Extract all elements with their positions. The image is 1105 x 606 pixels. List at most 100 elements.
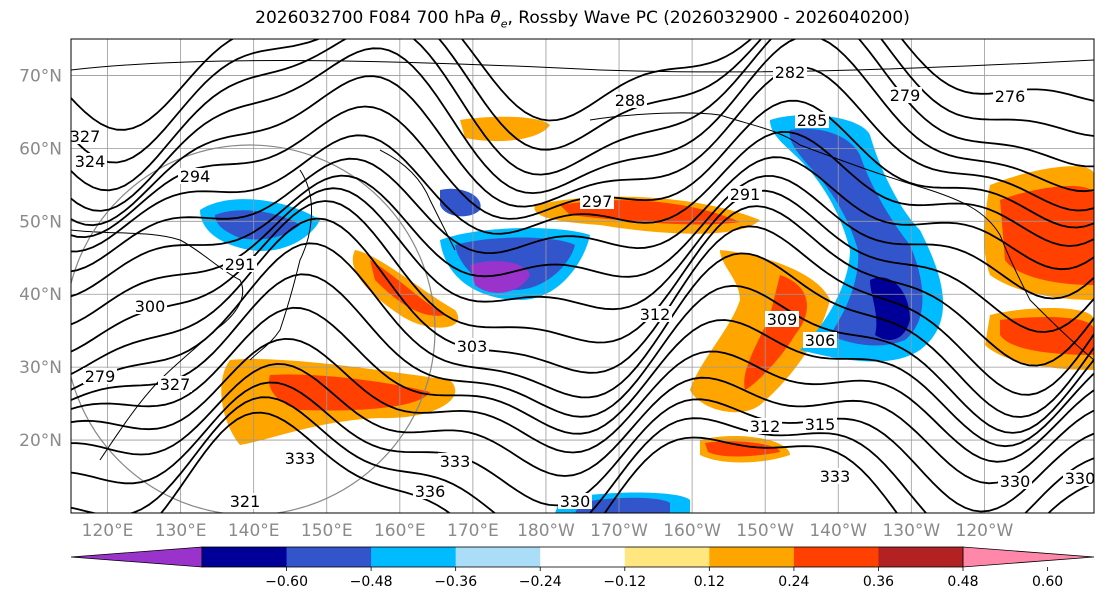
colorbar-tick-label: 0.24 — [778, 574, 809, 590]
contour-label: 333 — [820, 467, 851, 486]
contour-label: 321 — [230, 492, 261, 511]
contour-label: 306 — [805, 331, 836, 350]
coastline — [589, 112, 1001, 236]
contour-label-bg — [283, 450, 317, 466]
colorbar-swatch — [540, 547, 626, 567]
contour-label-bg — [133, 298, 167, 314]
lat-tick-label: 50°N — [19, 212, 62, 232]
contour-label-bg — [73, 153, 107, 169]
contour-line — [71, 39, 1094, 192]
contour-label-bg — [455, 338, 489, 354]
colorbar-swatch — [371, 547, 457, 567]
contour-label-bg — [818, 468, 852, 484]
contour-label-bg — [158, 376, 192, 392]
colorbar-extend-max — [962, 546, 1095, 568]
contour-label: 291 — [225, 255, 256, 274]
contour-labels: 282 279 288 285 294 291 297 291 300 303 309 306 312 3… — [70, 63, 1094, 511]
lon-tick-label: 160°W — [663, 521, 721, 541]
cold-anomaly — [870, 277, 910, 340]
chart-title: 2026032700 F084 700 hPa θe, Rossby Wave … — [0, 8, 1105, 30]
contour-line — [71, 130, 1094, 253]
contour-label: 288 — [615, 91, 646, 110]
colorbar-swatch — [624, 547, 710, 567]
contour-label: 297 — [582, 192, 613, 211]
contour-label-bg — [773, 64, 807, 80]
warm-anomaly — [1000, 185, 1094, 285]
lon-tick-label: 160°E — [374, 521, 426, 541]
contour-label: 294 — [180, 167, 211, 186]
contour-line — [160, 411, 1094, 513]
colorbar-tick-label: −0.60 — [265, 574, 308, 590]
cold-anomaly — [470, 261, 530, 293]
contour-label: 330 — [560, 492, 591, 511]
colorbar-frame — [201, 546, 964, 568]
map-area: 282 279 288 285 294 291 297 291 300 303 309 306 312 3… — [70, 39, 1094, 513]
contour-label-bg — [728, 186, 762, 202]
lat-tick-label: 70°N — [19, 66, 62, 86]
contour-label-bg — [580, 193, 614, 209]
colorbar-swatch — [202, 547, 288, 567]
warm-anomaly — [705, 441, 780, 457]
contour-label-bg — [765, 311, 799, 327]
contour-lines — [71, 39, 1094, 513]
colorbar-tick-label: 0.60 — [1032, 574, 1063, 590]
contour-line — [71, 337, 1094, 463]
lat-tick-label: 40°N — [19, 285, 62, 305]
contour-label: 315 — [805, 415, 836, 434]
contour-line — [71, 306, 1094, 448]
contour-label: 300 — [135, 297, 166, 316]
contour-line — [71, 156, 1094, 273]
contour-line — [71, 66, 1094, 227]
contour-label-bg — [558, 493, 592, 509]
lon-tick-label: 170°W — [590, 521, 648, 541]
lon-tick-label: 150°W — [736, 521, 794, 541]
contour-line — [71, 200, 1094, 367]
contour-label-bg — [178, 168, 212, 184]
contour-label: 336 — [415, 482, 446, 501]
warm-anomaly — [370, 260, 445, 316]
contour-label: 333 — [285, 449, 316, 468]
contour-label-bg — [998, 473, 1032, 489]
contour-label: 330 — [1000, 472, 1031, 491]
title-var-sub: e — [500, 17, 508, 31]
contour-label-bg — [83, 368, 117, 384]
contour-label-bg — [803, 416, 837, 432]
title-var: θ — [490, 8, 501, 28]
warm-anomaly — [269, 374, 430, 411]
contour-label-bg — [613, 92, 647, 108]
contour-line — [71, 39, 1094, 164]
contour-label-bg — [228, 493, 262, 509]
lon-tick-label: 120°E — [82, 521, 134, 541]
colorbar-tick-label: −0.24 — [519, 574, 562, 590]
lon-tick-label: 130°W — [882, 521, 940, 541]
colorbar-swatch — [286, 547, 372, 567]
lon-tick-label: 150°E — [301, 521, 353, 541]
contour-label-bg — [993, 88, 1027, 104]
contour-line — [71, 39, 1094, 131]
contour-line — [71, 39, 1094, 212]
colorbar-tick-label: 0.12 — [694, 574, 725, 590]
lon-tick-label: 120°W — [956, 521, 1014, 541]
contour-line — [71, 362, 1094, 485]
colorbar-swatch — [709, 547, 795, 567]
contour-label: 309 — [767, 310, 798, 329]
contour-label: 276 — [995, 87, 1026, 106]
lat-tick-label: 30°N — [19, 358, 62, 378]
colorbar-tick-label: 0.36 — [863, 574, 894, 590]
contour-label: 312 — [750, 417, 781, 436]
contour-label: 327 — [70, 127, 101, 146]
colorbar-tick-label: −0.48 — [350, 574, 393, 590]
colorbar-swatch — [455, 547, 541, 567]
colorbar-ticks: −0.60 −0.48 −0.36 −0.24 −0.12 0.12 0.24 0.36 0.4… — [265, 567, 1063, 590]
colorbar-swatch — [793, 547, 879, 567]
contour-line — [71, 396, 1094, 513]
contour-label-bg — [795, 112, 829, 128]
contour-label: 333 — [440, 452, 471, 471]
lon-tick-label: 180°W — [517, 521, 575, 541]
contour-label-bg — [438, 453, 472, 469]
contour-label-bg — [638, 306, 672, 322]
title-prefix: 2026032700 F084 700 hPa — [255, 8, 491, 28]
contour-label: 303 — [457, 337, 488, 356]
contour-label-bg — [71, 128, 102, 144]
coastline — [71, 59, 1094, 73]
